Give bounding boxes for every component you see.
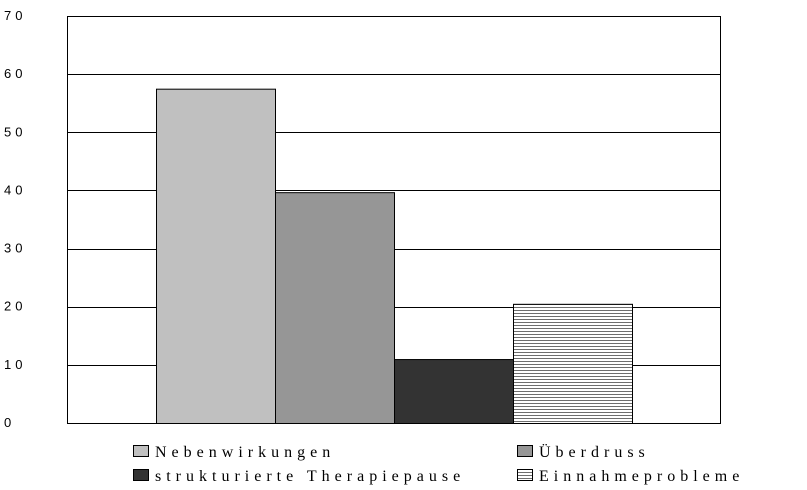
legend-label: Nebenwirkungen	[155, 444, 335, 461]
legend-swatch	[517, 445, 533, 457]
y-tick-label: 40	[4, 182, 26, 197]
legend-label: strukturierte Therapiepause	[155, 468, 465, 485]
y-tick-label: 50	[4, 124, 26, 139]
legend-label: Einnahmeprobleme	[539, 468, 744, 485]
bar	[394, 359, 514, 424]
y-tick-label: 10	[4, 357, 26, 372]
y-tick-label: 0	[4, 415, 15, 430]
bar	[275, 192, 395, 424]
y-tick-label: 70	[4, 8, 26, 23]
legend-label: Überdruss	[539, 443, 650, 461]
legend-swatch	[133, 469, 149, 481]
y-tick-label: 20	[4, 299, 26, 314]
legend: Nebenwirkungen Überdruss strukturierte The…	[133, 443, 744, 485]
y-tick-label: 30	[4, 241, 26, 256]
bar	[156, 88, 276, 425]
bars	[156, 88, 633, 425]
y-tick-label: 60	[4, 66, 26, 81]
bar	[513, 303, 633, 424]
plot-area-border	[67, 16, 721, 424]
legend-swatch	[517, 469, 533, 481]
legend-swatch	[133, 445, 149, 457]
y-axis: 0 10 20 30 40 50 60 70	[4, 8, 721, 430]
